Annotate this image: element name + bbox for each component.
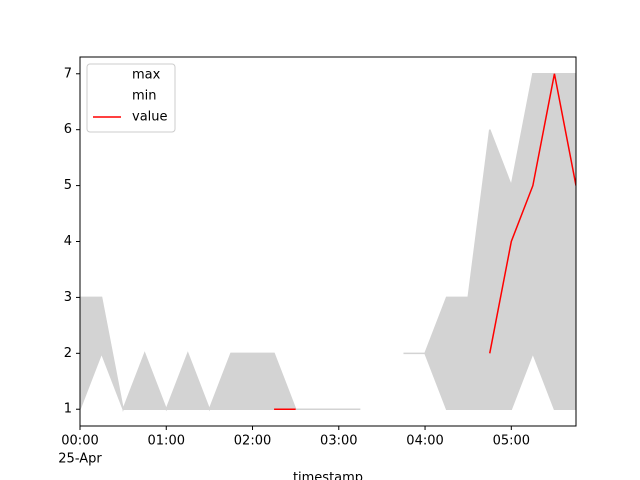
legend-label: value [132, 110, 168, 125]
legend-box [86, 63, 176, 133]
y-tick-label: 5 [64, 178, 72, 193]
y-tick-label: 6 [64, 122, 72, 137]
y-tick-label: 4 [64, 234, 72, 249]
x-tick-label: 05:00 [493, 434, 530, 449]
x-tick-label: 01:00 [148, 434, 185, 449]
y-tick-label: 7 [64, 66, 72, 81]
x-axis-label: timestamp [293, 471, 363, 480]
plot-area [80, 73, 576, 412]
range-area [403, 73, 576, 410]
value-line [274, 73, 576, 410]
y-tick-label: 3 [64, 290, 72, 305]
legend-label: max [132, 68, 161, 83]
y-tick-label: 1 [64, 402, 72, 417]
legend-label: min [132, 89, 157, 104]
x-tick-label: 00:00 [61, 434, 98, 449]
range-area [80, 296, 361, 412]
x-tick-label: 02:00 [234, 434, 271, 449]
y-tick-label: 2 [64, 346, 72, 361]
x-tick-label: 03:00 [320, 434, 357, 449]
x-date-label: 25-Apr [58, 452, 102, 467]
x-tick-label: 04:00 [406, 434, 443, 449]
